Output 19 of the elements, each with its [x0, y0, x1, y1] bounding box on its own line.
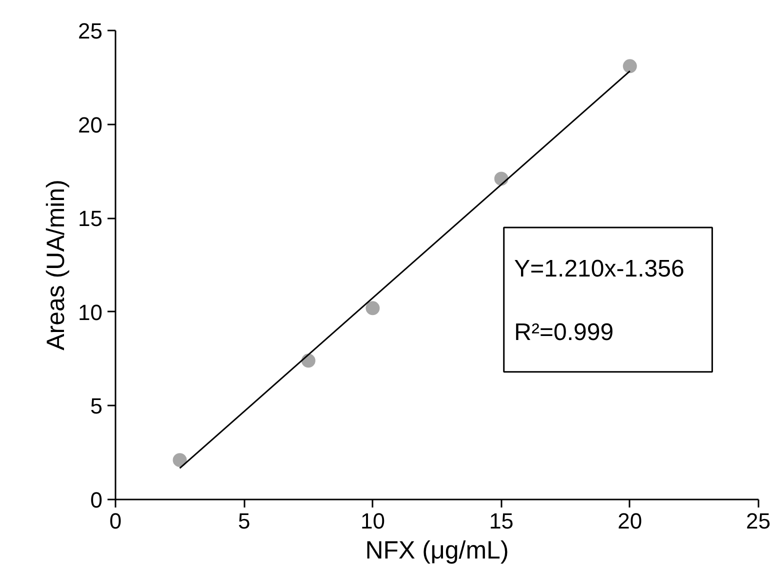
x-tick-label: 0 [109, 508, 122, 534]
y-tick-label: 20 [78, 112, 103, 138]
x-tick-label: 25 [746, 508, 770, 534]
y-tick-label: 25 [78, 18, 103, 44]
point [172, 453, 187, 468]
y-tick-label: 0 [90, 488, 103, 512]
y-tick-label: 10 [78, 300, 103, 325]
x-axis-title: NFX (μg/mL) [365, 536, 509, 564]
x-tick-label: 5 [238, 508, 250, 534]
point [622, 59, 637, 74]
y-tick-label: 5 [90, 394, 103, 419]
x-tick-label: 20 [618, 508, 642, 534]
y-axis-title: Areas (UA/min) [42, 180, 70, 350]
x-tick-label: 10 [360, 508, 385, 534]
x-tick-label: 15 [489, 508, 514, 534]
annotation: Y=1.210x-1.356 [514, 255, 684, 282]
y-tick-label: 15 [78, 206, 103, 232]
point [366, 301, 380, 316]
annotation: R²=0.999 [514, 319, 614, 346]
